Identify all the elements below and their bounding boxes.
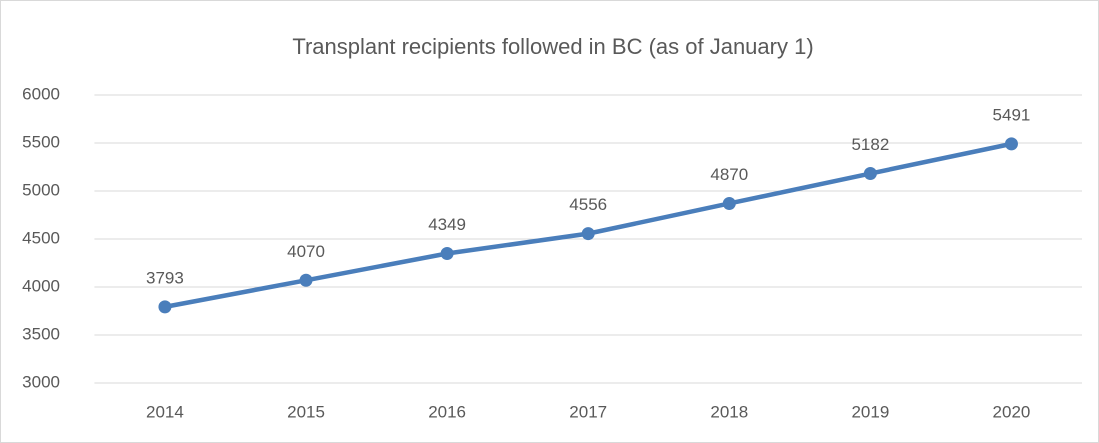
data-label: 4070 (287, 242, 325, 261)
x-tick-label: 2019 (851, 402, 889, 421)
x-tick-label: 2020 (993, 402, 1031, 421)
x-tick-label: 2015 (287, 402, 325, 421)
data-label: 5182 (851, 135, 889, 154)
data-label: 3793 (146, 268, 184, 287)
y-tick-label: 3500 (22, 324, 60, 343)
x-tick-label: 2014 (146, 402, 184, 421)
marker (863, 167, 877, 181)
data-label: 4349 (428, 215, 466, 234)
data-label: 5491 (993, 105, 1031, 124)
y-tick-label: 3000 (22, 372, 60, 391)
y-tick-label: 6000 (22, 84, 60, 103)
marker (722, 196, 736, 210)
chart-title: Transplant recipients followed in BC (as… (292, 34, 813, 59)
y-tick-label: 4000 (22, 276, 60, 295)
y-tick-label: 5500 (22, 132, 60, 151)
y-tick-label: 4500 (22, 228, 60, 247)
marker (440, 246, 454, 260)
marker (299, 273, 313, 287)
y-tick-label: 5000 (22, 180, 60, 199)
x-tick-label: 2018 (710, 402, 748, 421)
x-tick-label: 2017 (569, 402, 607, 421)
marker (158, 300, 172, 314)
marker (1004, 137, 1018, 151)
data-label: 4870 (710, 165, 748, 184)
data-label: 4556 (569, 195, 607, 214)
x-tick-label: 2016 (428, 402, 466, 421)
marker (581, 227, 595, 241)
